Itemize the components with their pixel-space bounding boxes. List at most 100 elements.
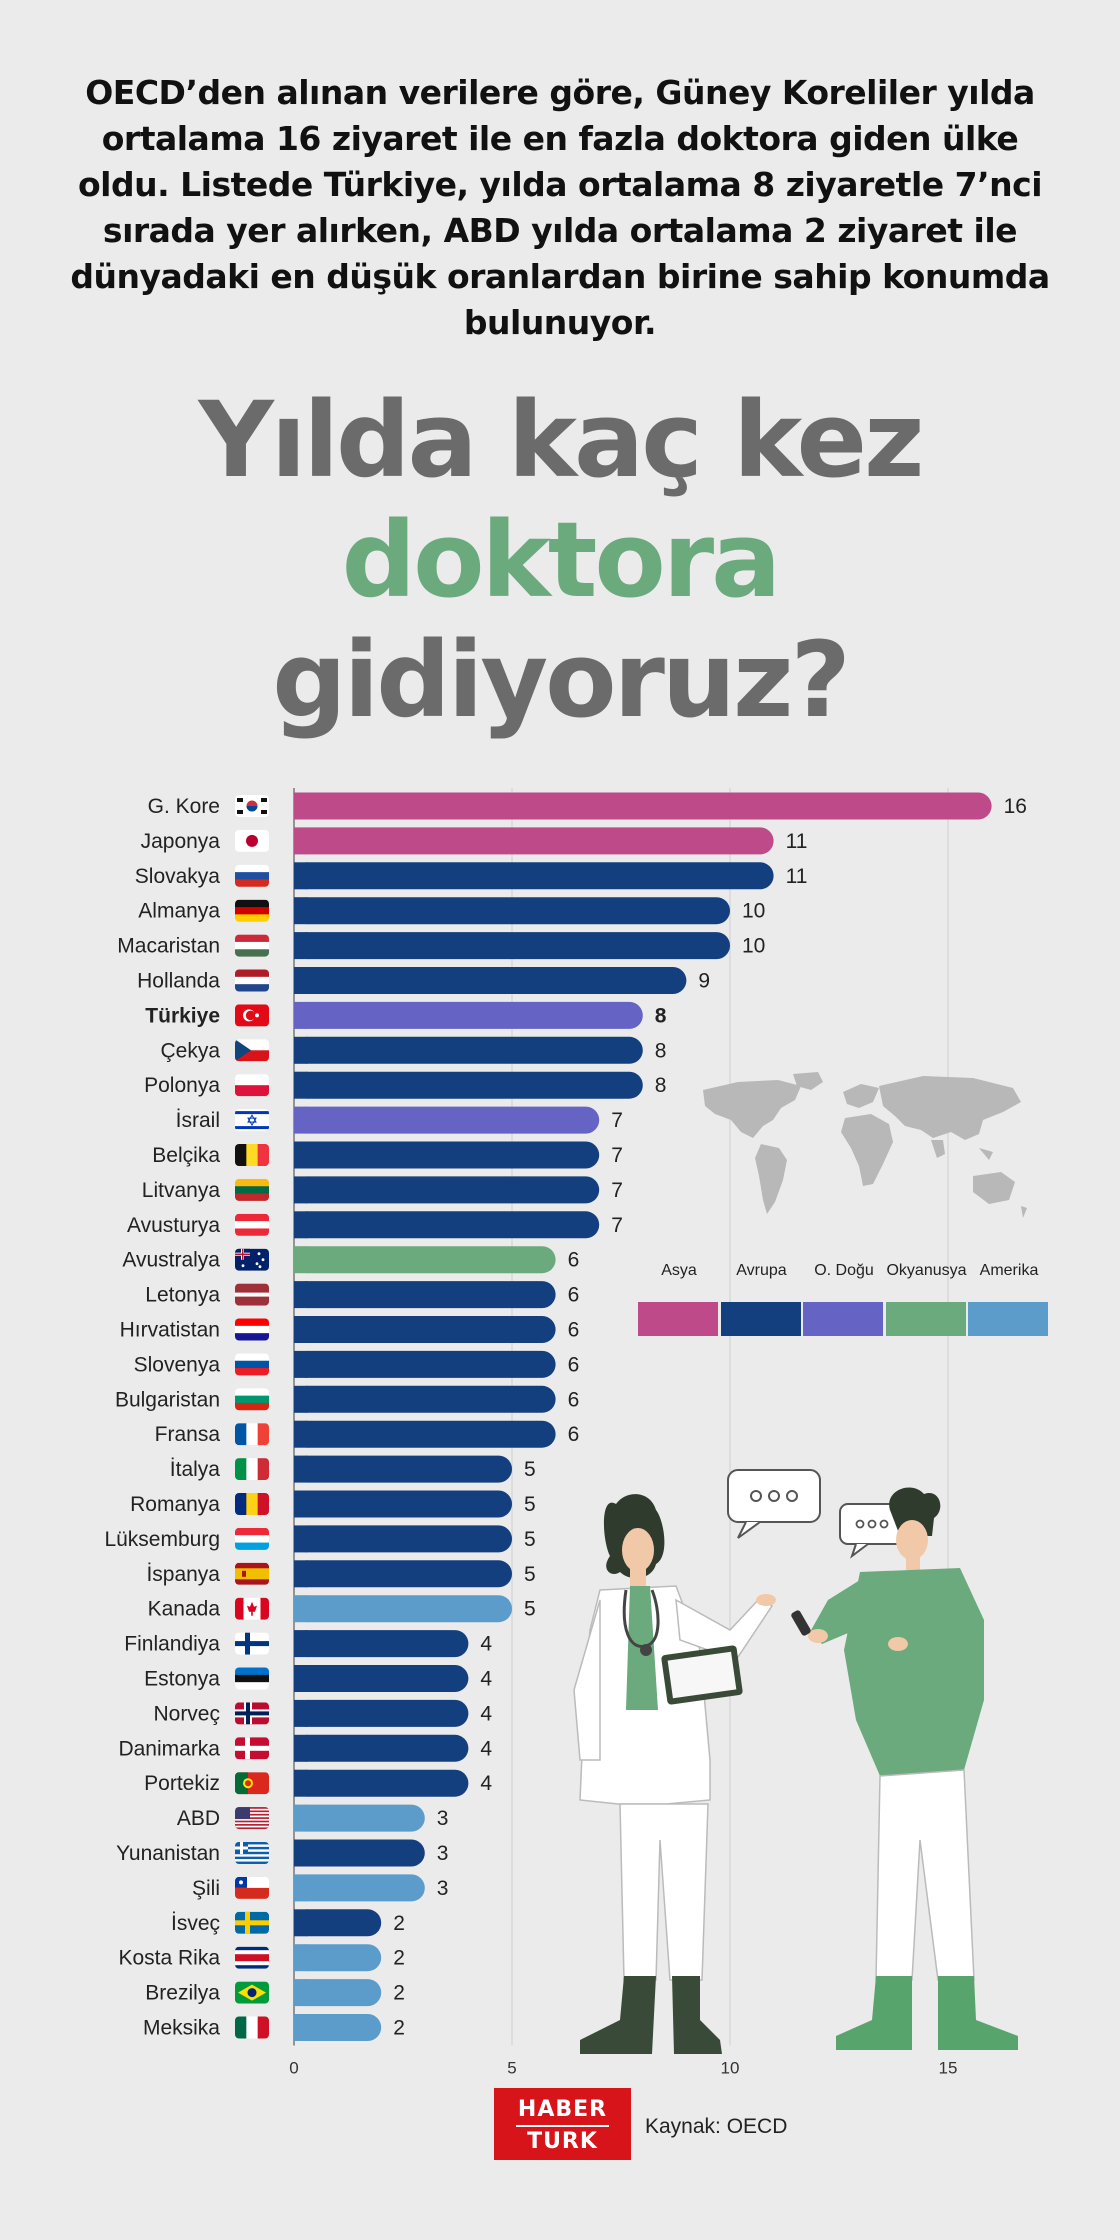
value-label: 4	[480, 1633, 492, 1656]
bar-left-edge	[294, 1665, 308, 1692]
flag-icon	[235, 1876, 269, 1899]
legend-label: Okyanusya	[886, 1262, 967, 1279]
flag-icon	[235, 1353, 269, 1376]
bar-left-edge	[294, 1246, 308, 1274]
flag-icon	[235, 1318, 269, 1341]
bar-left-edge	[294, 1490, 308, 1518]
category-label: Norveç	[153, 1702, 220, 1725]
category-label: Brezilya	[145, 1982, 220, 2005]
bar-left-edge	[294, 897, 308, 925]
value-label: 4	[480, 1702, 492, 1725]
category-label: Macaristan	[117, 935, 220, 958]
logo-text-bottom: TURK	[527, 2129, 598, 2154]
doctor-patient-illustration	[573, 1469, 1018, 2054]
category-label: Avusturya	[127, 1214, 220, 1237]
bar	[294, 862, 774, 890]
flag-icon	[235, 1388, 269, 1411]
legend-swatch	[968, 1302, 1048, 1336]
bar-left-edge	[294, 967, 308, 994]
category-label: Yunanistan	[116, 1842, 220, 1865]
value-label: 6	[568, 1423, 580, 1446]
flag-icon	[235, 1213, 269, 1236]
flag-icon	[235, 1946, 269, 1969]
bar	[294, 1560, 512, 1588]
bar-left-edge	[294, 792, 308, 820]
category-label: Belçika	[152, 1144, 220, 1167]
bar	[294, 1281, 556, 1309]
bar	[294, 1734, 469, 1762]
value-label: 3	[437, 1877, 449, 1900]
title-line-2: doktora	[341, 499, 782, 621]
value-label: 6	[568, 1388, 580, 1411]
bar	[294, 1106, 600, 1134]
bar-left-edge	[294, 1281, 308, 1309]
flag-icon	[235, 864, 269, 887]
flag-icon	[235, 1562, 269, 1585]
bar	[294, 1595, 512, 1623]
value-label: 5	[524, 1598, 536, 1621]
bar	[294, 1176, 600, 1204]
x-tick-label: 15	[939, 2059, 958, 2078]
bar	[294, 1001, 643, 1029]
x-tick-label: 10	[721, 2059, 740, 2078]
category-label: Kanada	[148, 1598, 221, 1621]
category-label: Estonya	[144, 1668, 220, 1691]
bar-left-edge	[294, 1979, 308, 2007]
bar-left-edge	[294, 1909, 308, 1937]
category-label: Polonya	[144, 1074, 220, 1097]
category-label: Türkiye	[145, 1004, 220, 1027]
category-label: Litvanya	[142, 1179, 221, 1202]
bar-left-edge	[294, 1804, 308, 1832]
world-map-icon	[703, 1072, 1027, 1218]
value-label: 4	[480, 1772, 492, 1795]
flag-icon	[235, 1772, 269, 1795]
value-label: 9	[698, 970, 710, 993]
bar	[294, 1420, 556, 1448]
category-label: Slovakya	[135, 865, 221, 888]
bar-left-edge	[294, 932, 308, 960]
value-label: 16	[1004, 795, 1027, 818]
bar-left-edge	[294, 1734, 308, 1762]
bar	[294, 897, 730, 925]
bar	[294, 1839, 425, 1867]
category-label: Letonya	[145, 1284, 220, 1307]
bar-left-edge	[294, 1699, 308, 1727]
category-label: Slovenya	[134, 1353, 221, 1376]
bar	[294, 1490, 512, 1518]
bar	[294, 1979, 382, 2007]
flag-icon	[235, 1842, 269, 1864]
flag-icon	[235, 1981, 269, 2004]
value-label: 6	[568, 1249, 580, 1272]
bar	[294, 1385, 556, 1413]
legend-swatch	[885, 1302, 966, 1336]
flag-icon	[235, 1109, 269, 1132]
category-label: Çekya	[160, 1039, 220, 1062]
flag-icon	[235, 969, 269, 992]
bar	[294, 1246, 556, 1274]
bar	[294, 967, 687, 994]
bar-left-edge	[294, 1211, 308, 1239]
category-label: Bulgaristan	[115, 1388, 220, 1411]
bar	[294, 827, 774, 855]
bar	[294, 1071, 643, 1099]
flag-icon	[235, 1074, 269, 1097]
flag-icon	[235, 1597, 269, 1620]
patient-figure	[791, 1487, 1018, 2050]
value-label: 8	[655, 1074, 667, 1097]
value-label: 4	[480, 1737, 492, 1760]
bar	[294, 1350, 556, 1378]
category-label: Japonya	[141, 830, 221, 853]
bar	[294, 2014, 382, 2041]
flag-icon	[235, 1527, 269, 1550]
legend-label: Avrupa	[736, 1262, 787, 1279]
category-label: Lüksemburg	[104, 1528, 220, 1551]
flag-icon	[235, 1632, 269, 1655]
bar-left-edge	[294, 1176, 308, 1204]
speech-bubble-icon	[839, 1503, 905, 1559]
bar	[294, 1804, 425, 1832]
bar	[294, 1665, 469, 1692]
category-label: İtalya	[170, 1458, 221, 1481]
bar-left-edge	[294, 862, 308, 890]
flag-icon	[235, 1144, 269, 1166]
bar-left-edge	[294, 1455, 308, 1483]
